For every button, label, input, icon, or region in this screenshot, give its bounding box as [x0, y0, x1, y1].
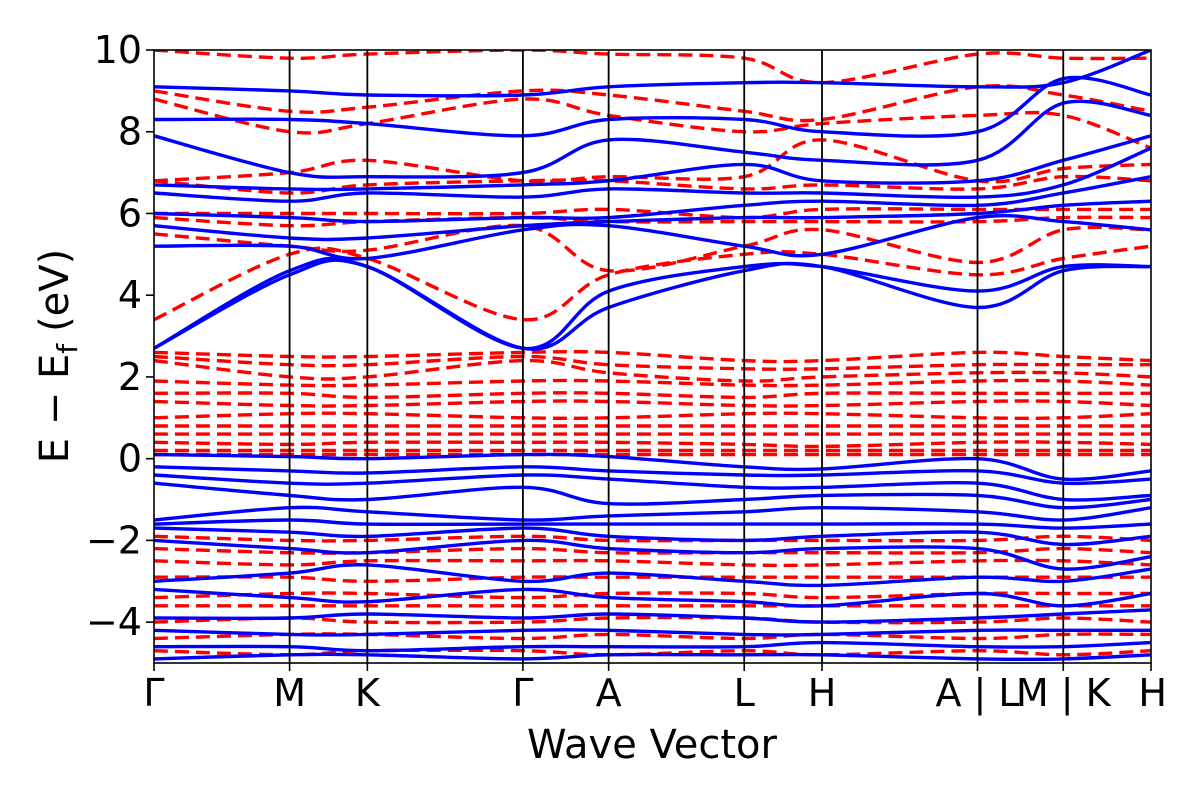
- spin-up-band-18: [154, 538, 1151, 571]
- y-tick-label: 0: [118, 437, 142, 481]
- x-tick-label-1: Γ: [143, 671, 164, 715]
- y-tick-label: −2: [86, 518, 142, 562]
- high-symmetry-lines: [288, 50, 1065, 663]
- y-tick-label: 2: [118, 355, 142, 399]
- spin-down-band-9: [154, 244, 1151, 322]
- x-tick-label-4: Γ: [512, 671, 533, 715]
- x-tick-label-3: K: [355, 671, 381, 715]
- spin-down-band-19: [154, 440, 1151, 449]
- spin-up-band-17: [154, 526, 1151, 547]
- x-axis-ticks: Γ M K Γ A L H A | LM | K H: [143, 663, 1167, 716]
- x-tick-label-7: H: [808, 671, 837, 715]
- spin-up-band-24: [154, 652, 1151, 662]
- spin-up-band-8: [154, 213, 1151, 261]
- x-axis-label: Wave Vector: [527, 722, 778, 768]
- x-tick-label-9: M | K: [1016, 671, 1112, 716]
- y-axis-label-subscript: f: [51, 343, 84, 354]
- spin-down-band-4: [154, 138, 1151, 184]
- spin-up-band-7: [154, 199, 1151, 242]
- spin-down-band-15: [154, 399, 1151, 408]
- spin-down-band-10: [154, 349, 1151, 364]
- spin-up-band-16: [154, 518, 1151, 530]
- plot-frame: [153, 49, 1152, 664]
- spin-up-band-22: [154, 628, 1151, 637]
- spin-down-band-1: [154, 50, 1151, 85]
- x-tick-label-8: A | L: [935, 671, 1019, 716]
- spin-down-band-13: [154, 378, 1151, 388]
- spin-up-band-6: [154, 175, 1151, 224]
- spin-up-band-9: [154, 256, 1151, 351]
- spin-up-band-5: [154, 146, 1151, 203]
- spin-down-band-7: [154, 215, 1151, 228]
- y-tick-label: 8: [118, 110, 142, 154]
- spin-down-band-12: [154, 358, 1151, 383]
- y-tick-label: 6: [118, 191, 142, 235]
- spin-up-band-20: [154, 587, 1151, 608]
- spin-down-band-16: [154, 411, 1151, 421]
- spin-down-band-14: [154, 391, 1151, 400]
- x-tick-label-2: M: [273, 671, 306, 715]
- spin-up-band-19: [154, 563, 1151, 588]
- spin-up-bands: [154, 50, 1151, 662]
- spin-down-band-26: [154, 591, 1151, 600]
- spin-up-band-13: [154, 473, 1151, 502]
- y-tick-label: 10: [94, 28, 142, 72]
- spin-up-band-10: [154, 258, 1151, 351]
- y-tick-label: 4: [118, 273, 142, 317]
- spin-up-band-3: [154, 99, 1151, 179]
- x-tick-label-10: H: [1138, 671, 1167, 715]
- spin-down-band-28: [154, 615, 1151, 625]
- spin-up-band-11: [154, 452, 1151, 482]
- spin-up-band-12: [154, 465, 1151, 486]
- spin-up-band-14: [154, 481, 1151, 510]
- y-axis-label-unit: (eV): [32, 249, 78, 332]
- y-axis-ticks: −4 −2 0 2 4 6 8 10: [86, 28, 154, 644]
- spin-up-band-2: [154, 75, 1151, 138]
- y-axis-label: E − Ef (eV): [32, 249, 84, 464]
- y-tick-label: −4: [86, 600, 142, 644]
- spin-down-band-11: [154, 354, 1151, 371]
- spin-up-band-1: [154, 50, 1151, 98]
- spin-up-band-4: [154, 134, 1151, 192]
- spin-down-band-22: [154, 534, 1151, 543]
- x-tick-label-6: L: [734, 671, 755, 715]
- spin-up-band-23: [154, 640, 1151, 653]
- spin-up-band-21: [154, 608, 1151, 624]
- spin-down-band-8: [154, 223, 1151, 273]
- spin-up-band-15: [154, 505, 1151, 522]
- y-axis-label-main: E − E: [32, 354, 78, 464]
- spin-down-band-24: [154, 558, 1151, 568]
- x-tick-label-5: A: [596, 671, 622, 715]
